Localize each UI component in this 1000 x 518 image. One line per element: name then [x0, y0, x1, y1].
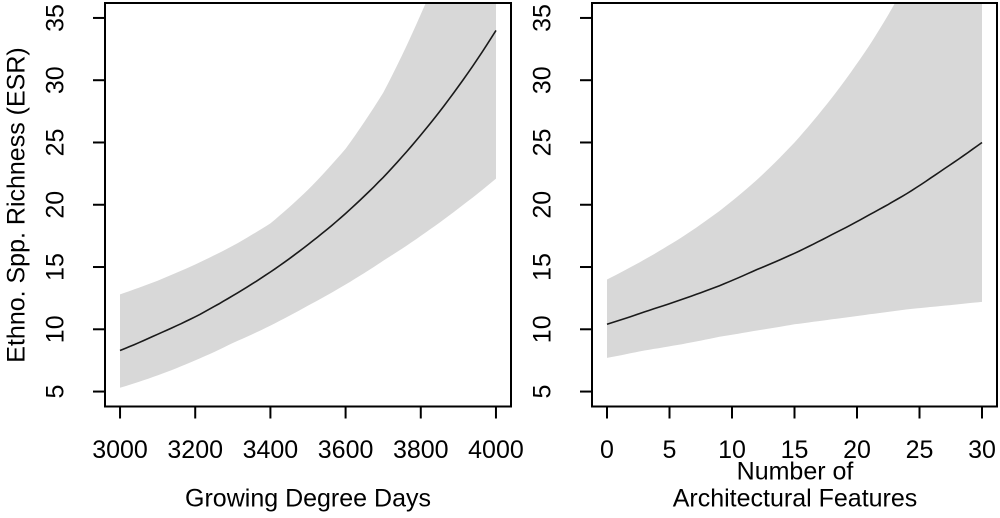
x-tick-label: 5 — [663, 436, 677, 464]
y-tick-label: 25 — [42, 129, 70, 157]
y-tick-label: 20 — [42, 191, 70, 219]
panel-left: 3000 3200 3400 3600 3800 4000 5 10 15 20 25 30 35 — [42, 2, 524, 464]
x-tick-label: 15 — [781, 436, 809, 464]
y-tick-label: 20 — [529, 191, 557, 219]
plot-box-left — [104, 2, 512, 408]
y-tick-label: 30 — [529, 66, 557, 94]
fitted-line-left — [119, 29, 497, 352]
y-tick-label: 5 — [42, 385, 70, 399]
confidence-band-left — [120, 3, 496, 388]
x-tick-label: 3000 — [92, 436, 148, 464]
right-x-axis-title-line2: Architectural Features — [672, 484, 918, 513]
plot-box-right — [591, 2, 998, 408]
fitted-line-right — [606, 141, 983, 326]
x-tick-label: 30 — [968, 436, 996, 464]
x-tick-label: 3400 — [243, 436, 299, 464]
y-tick-label: 30 — [42, 66, 70, 94]
x-tick-label: 3600 — [318, 436, 374, 464]
confidence-band-right — [607, 3, 982, 358]
left-x-axis-title: Growing Degree Days — [185, 484, 431, 513]
y-tick-label: 25 — [529, 129, 557, 157]
y-tick-label: 35 — [42, 4, 70, 32]
right-x-axis-title-line1: Number of — [736, 457, 854, 486]
y-tick-label: 15 — [42, 253, 70, 281]
y-axis-title: Ethno. Spp. Richness (ESR) — [2, 47, 31, 363]
y-tick-label: 35 — [529, 4, 557, 32]
x-tick-label: 20 — [843, 436, 871, 464]
panel-right: 0 5 10 15 20 25 30 5 10 15 20 25 30 35 — [529, 2, 998, 464]
x-tick-label: 10 — [718, 436, 746, 464]
x-tick-label: 4000 — [468, 436, 524, 464]
x-tick-label: 3800 — [393, 436, 449, 464]
x-tick-label: 25 — [906, 436, 934, 464]
x-tick-label: 0 — [600, 436, 614, 464]
y-tick-label: 10 — [529, 315, 557, 343]
y-tick-label: 5 — [529, 385, 557, 399]
y-tick-label: 10 — [42, 315, 70, 343]
x-tick-label: 3200 — [167, 436, 223, 464]
y-tick-label: 15 — [529, 253, 557, 281]
